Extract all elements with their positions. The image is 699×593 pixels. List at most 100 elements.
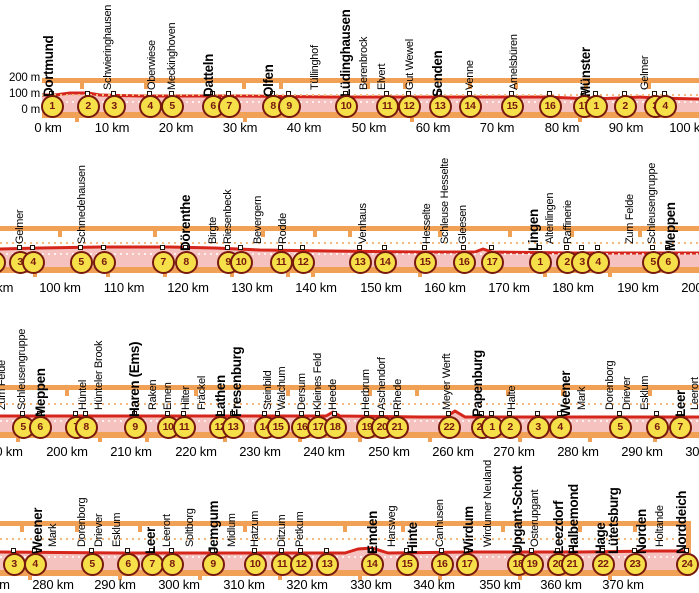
km-axis-label: 280 km [557,444,599,459]
lock-marker-icon [357,245,362,250]
top-tick-icon [508,231,512,237]
place-label: Gut Wewel [404,39,416,90]
place-label: Gleesen [457,205,469,244]
top-tick-icon [243,526,247,532]
km-axis-label: 200 km [46,444,88,459]
km-axis-label: 290 km [94,577,136,592]
top-tick-icon [584,83,588,89]
place-label: Venne [464,60,476,90]
km-axis-label: 290 km [621,444,663,459]
place-label: Berenbrock [358,36,370,90]
place-label: Gelmer [639,55,651,90]
lock-marker-icon [238,245,243,250]
top-tick-icon [638,231,642,237]
top-tick-icon [286,390,290,396]
place-label: Raken [147,379,159,410]
place-label: Senden [429,50,445,97]
lock-badge: 2 [613,94,637,118]
top-tick-icon [561,390,565,396]
lock-badge: 8 [160,552,184,576]
place-label: Lütetsburg [605,487,621,555]
km-axis-label: 250 km [368,444,410,459]
place-label: Riesenbeck [222,189,234,244]
lock-badge: 18 [323,415,347,439]
km-axis-label: 270 km [493,444,535,459]
km-axis-label: 50 km [351,120,387,135]
lock-badge: 12 [289,552,313,576]
place-label: Midlum [226,513,238,547]
bottom-tick-icon [578,117,582,122]
band-inner-dotted-line [0,253,699,255]
place-label: Mark [576,386,588,410]
place-label: Osterupgant [529,489,541,547]
lock-badge: 15 [395,552,419,576]
place-label: Halte [506,385,518,410]
place-label: Hinte [404,522,420,554]
lock-badge: 9 [277,94,301,118]
top-tick-icon [401,526,405,532]
lock-marker-icon [183,245,188,250]
top-tick-icon [468,83,472,89]
lock-badge: 21 [385,415,409,439]
top-tick-icon [368,390,372,396]
bottom-tick-icon [311,272,315,277]
place-label: Weener [557,370,573,417]
top-tick-icon [403,83,407,89]
place-label: Upgant-Schott [509,466,525,554]
place-label: Leezdorf [550,500,566,554]
lock-badge: 10 [334,94,358,118]
lock-badge: 13 [221,415,245,439]
place-label: Altenlingen [544,192,556,244]
km-axis-label: 100 km [669,120,699,135]
lock-badge: 4 [586,250,610,274]
bottom-tick-icon [118,575,122,580]
km-axis-label: 230 km [239,444,281,459]
lock-badge: 13 [315,552,339,576]
hundred-meter-dotted-line [0,403,699,405]
place-label: Dortmund [40,35,56,97]
lock-badge: 21 [560,552,584,576]
top-tick-icon [514,83,518,89]
top-tick-icon [415,390,419,396]
top-tick-icon [138,526,142,532]
place-label: Elvert [376,63,388,90]
two-hundred-meter-line [0,521,691,526]
lock-badge: 23 [623,552,647,576]
place-label: Leer [142,527,158,554]
place-label: Petkum [294,511,306,548]
km-axis-label: 80 km [544,120,580,135]
lock-marker-icon [579,245,584,250]
lock-badge: 7 [217,94,241,118]
km-axis-label: 140 km [295,280,337,295]
bottom-tick-icon [106,272,110,277]
place-label: Rodde [277,213,289,244]
lock-badge: 16 [430,552,454,576]
lock-badge: 22 [437,415,461,439]
place-label: Halbemond [565,484,581,554]
lock-badge: 15 [266,415,290,439]
lock-marker-icon [537,245,542,250]
bottom-tick-icon [608,272,612,277]
lock-badge: 4 [21,250,45,274]
lock-badge: 1 [40,94,64,118]
lock-badge: 6 [28,415,52,439]
bottom-tick-icon [278,575,282,580]
lock-marker-icon [278,245,283,250]
top-tick-icon [242,83,246,89]
two-hundred-meter-line [0,385,699,390]
top-tick-icon [648,390,652,396]
place-label: Amelsbüren [508,34,520,90]
top-tick-icon [343,526,347,532]
top-tick-icon [570,231,574,237]
bottom-tick-icon [198,575,202,580]
km-axis-label: 20 km [158,120,194,135]
lock-badge: 11 [375,94,399,118]
lock-badge: 19 [520,552,544,576]
km-axis-label: 180 km [552,280,594,295]
place-label: Dörenthe [177,194,193,251]
place-label: Papenburg [469,350,485,417]
place-label: Norddeich [673,490,689,554]
bottom-tick-icon [16,437,20,442]
km-axis-label: 330 km [350,577,392,592]
bottom-tick-icon [410,117,414,122]
